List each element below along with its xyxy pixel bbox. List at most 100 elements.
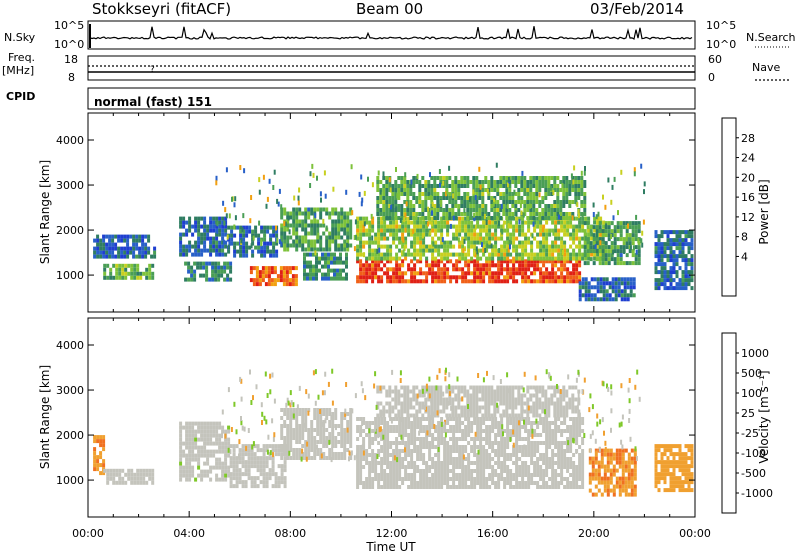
power-cell [403, 208, 407, 212]
power-cell [494, 248, 498, 253]
velocity-cell [485, 465, 489, 469]
power-cell [392, 279, 396, 284]
power-cell [511, 204, 515, 208]
velocity-cell [461, 457, 465, 461]
power-cell [476, 220, 480, 225]
power-cell [527, 263, 531, 268]
velocity-cell [533, 469, 537, 473]
power-cell [681, 286, 685, 291]
velocity-cell [494, 473, 498, 477]
velocity-cell [307, 436, 311, 440]
power-cell [410, 252, 414, 257]
power-cell [303, 264, 306, 269]
velocity-cell [374, 469, 378, 473]
power-cell [544, 184, 548, 188]
power-cell [303, 256, 306, 261]
power-cell [669, 274, 673, 279]
velocity-cell [188, 465, 192, 470]
power-cell [216, 221, 219, 227]
power-cell [412, 216, 416, 220]
power-cell [479, 248, 483, 253]
velocity-cell [346, 448, 350, 452]
power-cell [215, 224, 219, 229]
power-cell [339, 272, 342, 277]
velocity-cell [392, 473, 396, 477]
velocity-cell [551, 429, 555, 433]
velocity-cell [185, 469, 189, 474]
velocity-cell [572, 429, 576, 433]
power-cell [419, 267, 423, 272]
velocity-cell [206, 457, 210, 462]
power-cell [505, 184, 509, 188]
power-cell [454, 212, 458, 216]
velocity-cell [482, 469, 486, 473]
y-tick-label: 2000 [56, 224, 84, 237]
power-cell [339, 252, 342, 257]
velocity-cell [359, 457, 363, 461]
power-cell [522, 212, 525, 218]
power-cell [215, 252, 219, 257]
velocity-cell [440, 433, 444, 437]
power-cell [586, 237, 590, 242]
velocity-cell [557, 429, 561, 433]
power-cell [184, 277, 188, 282]
power-cell [433, 184, 437, 188]
velocity-cell [539, 473, 543, 477]
power-cell [205, 277, 209, 282]
velocity-cell [563, 477, 567, 481]
power-cell [502, 208, 506, 212]
velocity-cell [371, 437, 375, 441]
power-cell [476, 275, 480, 280]
power-cell [251, 229, 255, 234]
power-cell [343, 247, 347, 252]
power-cell [550, 192, 554, 196]
power-cell [332, 186, 335, 192]
power-cell [496, 208, 500, 212]
velocity-cell [527, 441, 531, 445]
power-cell [330, 256, 333, 261]
velocity-cell [389, 461, 393, 465]
velocity-cell [428, 457, 432, 461]
velocity-cell [377, 429, 381, 433]
velocity-cell [148, 476, 152, 481]
power-cell [517, 188, 521, 192]
power-cell [527, 256, 531, 261]
power-cell [319, 223, 323, 228]
velocity-cell [497, 473, 501, 477]
velocity-cell [265, 476, 269, 481]
velocity-cell [349, 432, 353, 436]
power-cell [581, 244, 585, 249]
velocity-cell [518, 437, 522, 441]
power-cell [292, 215, 296, 220]
power-cell [403, 246, 406, 252]
power-cell [431, 201, 434, 207]
velocity-cell [566, 485, 570, 489]
power-cell [139, 271, 143, 276]
velocity-cell [419, 417, 423, 421]
velocity-cell [449, 485, 453, 489]
power-cell [224, 244, 228, 249]
velocity-cell [289, 420, 293, 424]
power-cell [654, 278, 658, 283]
power-cell [275, 241, 279, 246]
freq-panel-frame [87, 55, 696, 81]
velocity-cell [431, 477, 435, 481]
velocity-cell [407, 445, 411, 449]
power-cell [407, 279, 411, 284]
velocity-cell [215, 457, 219, 462]
velocity-cell [224, 465, 228, 470]
velocity-cell [377, 441, 381, 445]
velocity-cell [253, 484, 257, 489]
power-cell [382, 216, 386, 220]
power-cell [117, 234, 121, 239]
velocity-cell [410, 425, 414, 429]
power-cell [539, 259, 543, 264]
power-cell [359, 271, 363, 276]
power-cell [463, 176, 467, 180]
velocity-cell [416, 449, 420, 453]
velocity-cell [515, 457, 519, 461]
power-cell [574, 180, 578, 184]
power-cell [407, 228, 411, 233]
power-cell [391, 212, 395, 216]
power-cell [362, 224, 366, 229]
